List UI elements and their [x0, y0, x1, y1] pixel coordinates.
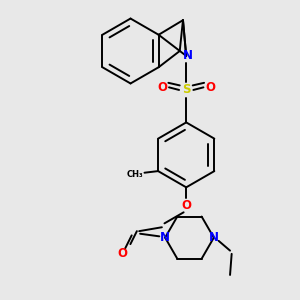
Text: O: O [157, 81, 167, 94]
Text: N: N [182, 49, 193, 62]
Text: S: S [182, 83, 190, 97]
Text: O: O [117, 247, 127, 260]
Text: O: O [206, 81, 216, 94]
Text: N: N [209, 231, 219, 244]
Text: N: N [160, 231, 170, 244]
Text: CH₃: CH₃ [126, 170, 143, 179]
Text: O: O [181, 199, 191, 212]
